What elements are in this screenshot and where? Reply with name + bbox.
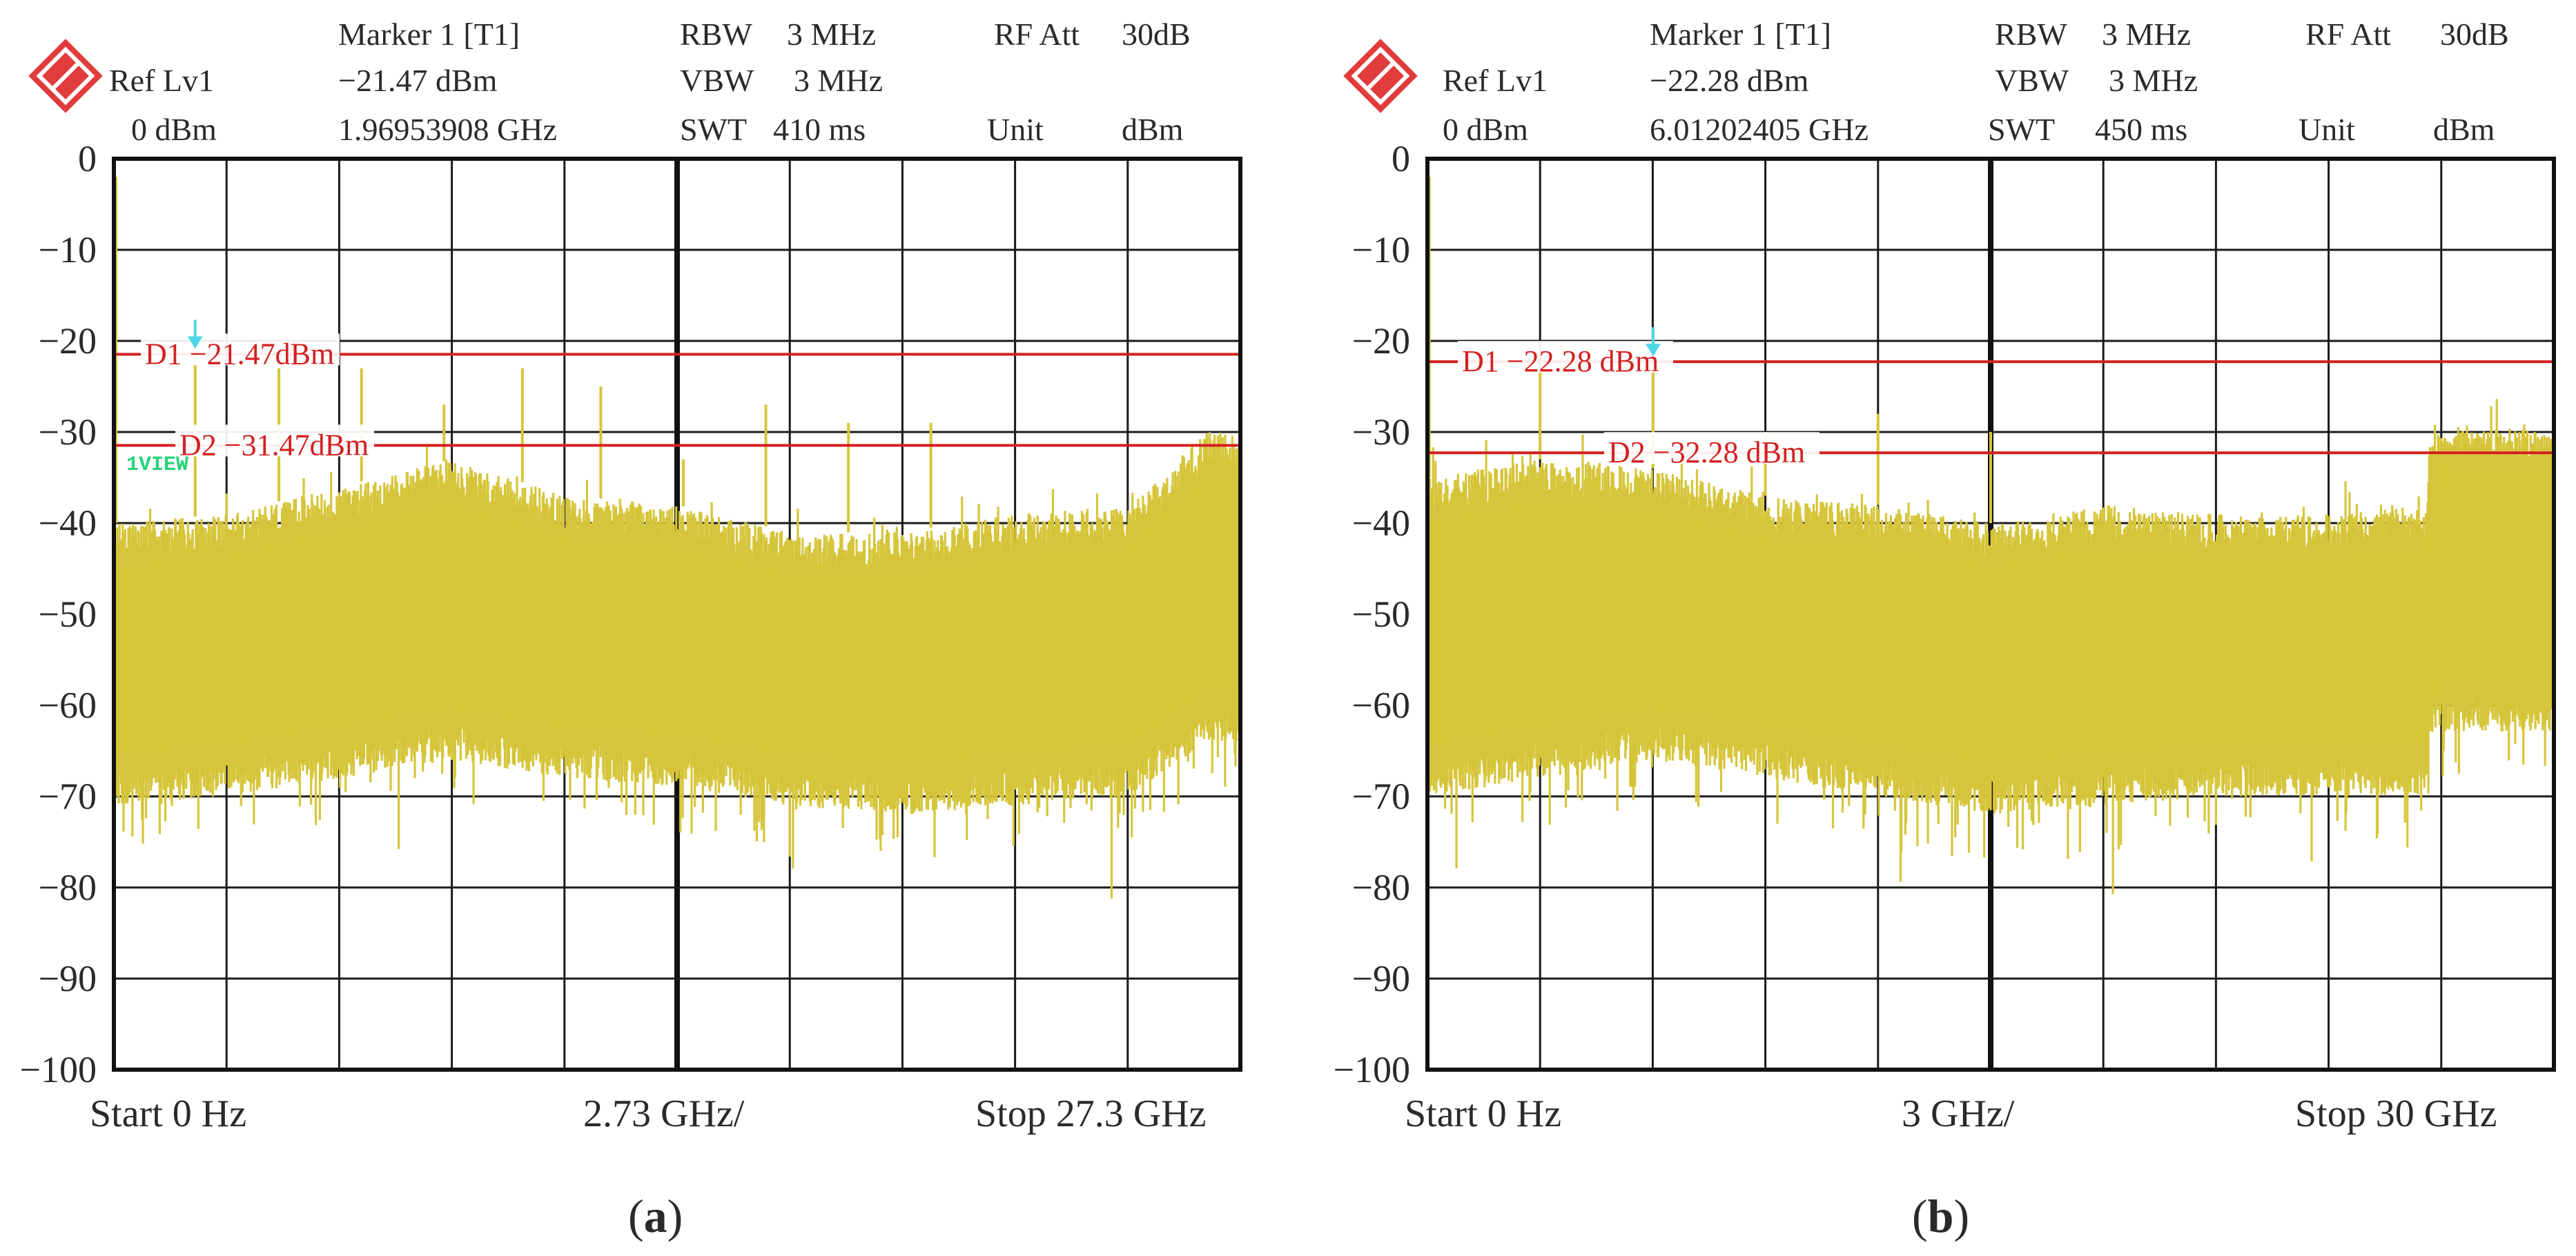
display-line-label-bg xyxy=(1604,432,1819,464)
y-axis-ticks: 0 −10 −20 −30 −40 −50 −60 −70 −80 −90 −100 xyxy=(20,138,97,1090)
unit-label: Unit xyxy=(2299,112,2355,147)
swt-label: SWT xyxy=(680,112,747,147)
stop-frequency: Stop 27.3 GHz xyxy=(975,1092,1206,1135)
y-tick-label: −30 xyxy=(39,411,97,453)
y-tick-label: −60 xyxy=(1352,685,1410,726)
caption-letter: a xyxy=(644,1190,667,1242)
rbw-label: RBW xyxy=(680,17,752,52)
y-tick-label: −10 xyxy=(39,229,97,271)
marker-arrow xyxy=(1646,344,1661,357)
plot-area: D1 −22.28 dBm D2 −32.28 dBm xyxy=(1425,157,2556,1072)
y-tick-label: −70 xyxy=(1352,776,1410,817)
vbw-label: VBW xyxy=(1995,63,2069,98)
vbw-value: 3 MHz xyxy=(2109,63,2198,98)
y-tick-label: −10 xyxy=(1352,229,1410,271)
caption-b: (b) xyxy=(1912,1190,1969,1242)
spectrum-panel-b: Ref Lv1 0 dBm Marker 1 [T1] −22.28 dBm 6… xyxy=(1334,17,2556,1242)
y-tick-label: 0 xyxy=(1392,138,1410,179)
plot-frame xyxy=(1425,157,2556,1072)
display-line-label-bg xyxy=(141,333,340,366)
display-line-label-d1: D1 −21.47dBm xyxy=(145,337,334,371)
y-tick-label: −70 xyxy=(39,776,97,817)
swt-value: 450 ms xyxy=(2095,112,2187,147)
marker-label: Marker 1 [T1] xyxy=(1650,17,1831,52)
marker-1 xyxy=(1646,327,1661,357)
rf-att-label: RF Att xyxy=(994,17,1080,52)
y-tick-label: −80 xyxy=(39,867,97,908)
rf-att-value: 30dB xyxy=(2440,17,2509,52)
rbw-value: 3 MHz xyxy=(2102,17,2191,52)
noise-floor-band xyxy=(114,478,1240,761)
y-tick-label: −20 xyxy=(39,320,97,362)
noise-floor-band xyxy=(1427,469,2554,761)
marker-value: −22.28 dBm xyxy=(1650,63,1809,98)
y-tick-label: −60 xyxy=(39,685,97,726)
y-tick-label: −50 xyxy=(39,593,97,635)
display-line-label-bg xyxy=(175,424,374,457)
rbw-value: 3 MHz xyxy=(787,17,876,52)
ref-level-value: 0 dBm xyxy=(1443,112,1528,147)
marker-1 xyxy=(187,320,203,349)
rbw-label: RBW xyxy=(1995,17,2067,52)
ref-level-label: Ref Lv1 xyxy=(109,63,214,98)
marker-arrow xyxy=(187,336,203,349)
swt-label: SWT xyxy=(1988,112,2055,147)
unit-value: dBm xyxy=(1122,112,1184,147)
y-tick-label: −100 xyxy=(20,1049,97,1090)
y-tick-label: −40 xyxy=(1352,502,1410,544)
swt-value: 410 ms xyxy=(773,112,866,147)
vbw-label: VBW xyxy=(680,63,754,98)
display-line-label-d2: D2 −32.28 dBm xyxy=(1608,435,1805,469)
span-per-division: 2.73 GHz/ xyxy=(583,1092,745,1135)
display-line-label-bg xyxy=(1458,341,1673,373)
caption-letter: b xyxy=(1928,1190,1954,1242)
ref-level-label: Ref Lv1 xyxy=(1443,63,1548,98)
unit-label: Unit xyxy=(987,112,1044,147)
y-tick-label: −90 xyxy=(1352,958,1410,999)
rs-logo xyxy=(1343,39,1418,113)
span-per-division: 3 GHz/ xyxy=(1902,1092,2015,1135)
marker-frequency: 6.01202405 GHz xyxy=(1650,112,1868,147)
rf-att-label: RF Att xyxy=(2305,17,2391,52)
y-tick-label: −50 xyxy=(1352,593,1410,635)
spectrum-panel-a: Ref Lv1 0 dBm Marker 1 [T1] −21.47 dBm 1… xyxy=(20,17,1242,1242)
start-frequency: Start 0 Hz xyxy=(1405,1092,1561,1135)
start-frequency: Start 0 Hz xyxy=(90,1092,246,1135)
y-tick-label: −20 xyxy=(1352,320,1410,362)
marker-value: −21.47 dBm xyxy=(338,63,498,98)
y-tick-label: −30 xyxy=(1352,411,1410,453)
caption-a: (a) xyxy=(628,1190,683,1242)
display-line-label-d1: D1 −22.28 dBm xyxy=(1462,344,1659,378)
vbw-value: 3 MHz xyxy=(794,63,883,98)
unit-value: dBm xyxy=(2433,112,2495,147)
y-tick-label: −100 xyxy=(1334,1049,1410,1090)
rs-logo xyxy=(28,39,103,113)
y-tick-label: −80 xyxy=(1352,867,1410,908)
marker-frequency: 1.96953908 GHz xyxy=(338,112,557,147)
rf-att-value: 30dB xyxy=(1122,17,1191,52)
ref-level-value: 0 dBm xyxy=(131,112,217,147)
y-tick-label: −40 xyxy=(39,502,97,544)
display-line-label-d2: D2 −31.47dBm xyxy=(179,428,369,462)
trace-view-indicator: 1VIEW xyxy=(126,453,188,477)
plot-frame xyxy=(112,157,1242,1072)
y-axis-ticks: 0 −10 −20 −30 −40 −50 −60 −70 −80 −90 −100 xyxy=(1334,138,1410,1090)
stop-frequency: Stop 30 GHz xyxy=(2295,1092,2497,1135)
y-tick-label: −90 xyxy=(39,958,97,999)
marker-label: Marker 1 [T1] xyxy=(338,17,520,52)
y-tick-label: 0 xyxy=(78,138,97,179)
